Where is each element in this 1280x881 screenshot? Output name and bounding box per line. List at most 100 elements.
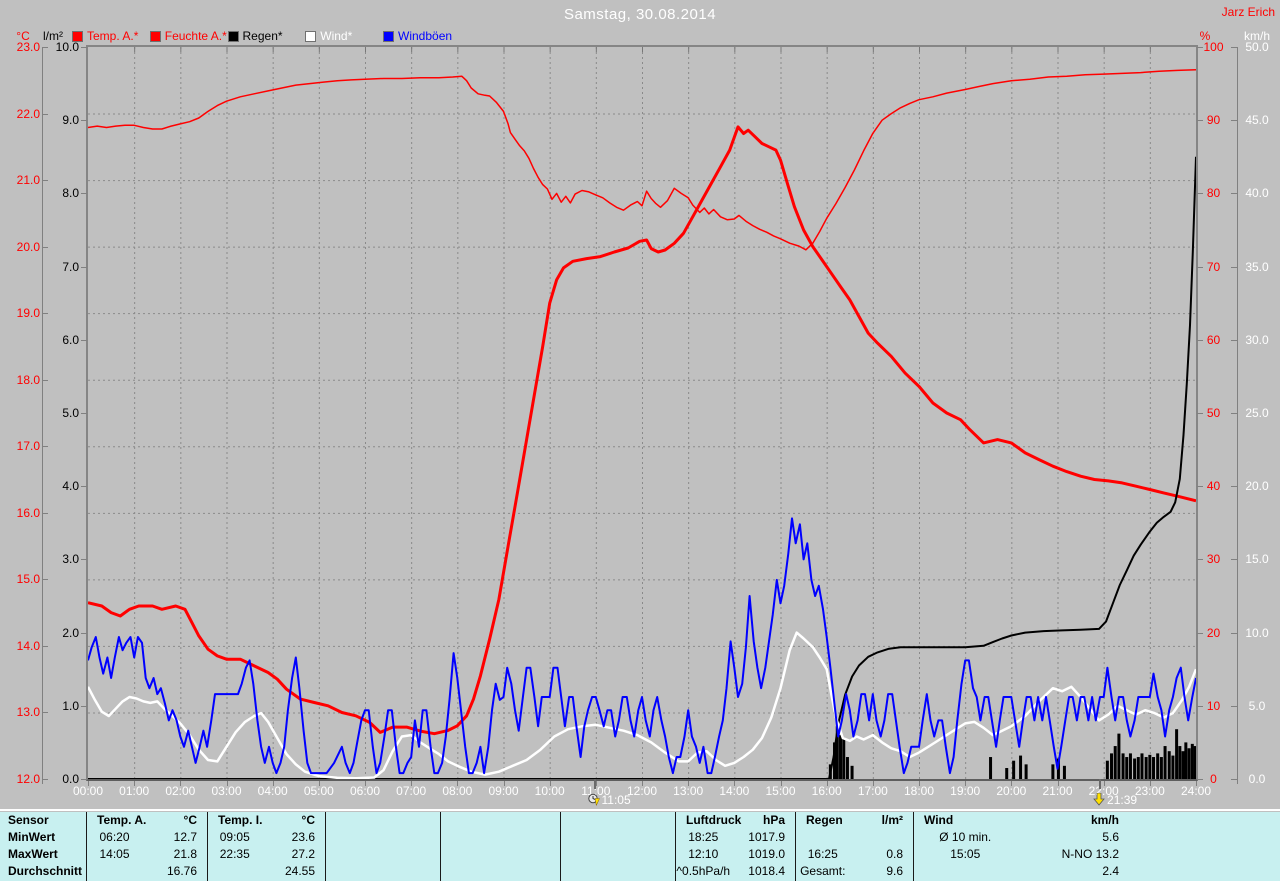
rain-bar <box>1110 753 1114 779</box>
rain-axis-tick-label: 0.0 <box>62 772 79 786</box>
wind-axis-tick <box>1231 120 1237 122</box>
table-cell-value: 24.55 <box>284 864 315 878</box>
x-axis-tick <box>134 781 136 786</box>
page-title: Samstag, 30.08.2014 <box>563 6 717 23</box>
table-column-tempi: Temp. I. °C 09:05 23.6 22:35 27.2 24.55 <box>207 812 325 881</box>
x-axis-tick <box>734 781 736 786</box>
legend-item-3: Regen* <box>227 30 283 42</box>
table-cell-time: 18:25 <box>688 830 719 844</box>
table-column-empty <box>325 812 440 881</box>
wind-axis-tick-label: 5.0 <box>1248 698 1266 713</box>
wind-axis-tick <box>1231 266 1237 268</box>
rain-axis-tick <box>81 486 87 488</box>
sensor-table: Sensor MinWert MaxWert Durchschnitt Temp. A.… <box>0 812 1280 881</box>
rain-axis-tick-label: 3.0 <box>62 552 79 567</box>
temp-axis-tick-label: 12.0 <box>16 772 40 786</box>
table-cell-value: 0.8 <box>886 847 903 861</box>
x-axis-label: 13:00 <box>673 784 704 798</box>
wind-axis-tick <box>1231 779 1237 780</box>
table-col-unit: l/m² <box>881 813 903 827</box>
rain-bar <box>1148 754 1152 779</box>
table-col-unit <box>618 812 675 829</box>
table-col-name <box>561 812 618 829</box>
table-col-unit <box>383 812 440 829</box>
table-cell-time: 06:20 <box>99 830 130 844</box>
table-cell-value <box>496 846 561 863</box>
table-cell-value: 1017.9 <box>748 830 785 844</box>
rain-bar <box>1113 746 1117 779</box>
temp-axis-tick-label: 15.0 <box>16 572 40 587</box>
wind-axis-tick-label: 40.0 <box>1245 186 1269 201</box>
temp-axis-line <box>42 47 43 784</box>
chart-legend: Temp. A.* Feuchte A.* Regen* Wind* Windböen <box>0 30 1280 44</box>
table-cell-value <box>496 863 561 880</box>
rain-bar <box>1012 760 1016 779</box>
event-marker-tick <box>1099 779 1102 789</box>
humidity-axis-tick-label: 70 <box>1206 259 1221 274</box>
humidity-axis-title: % <box>1199 29 1211 43</box>
rain-axis-tick <box>81 779 87 780</box>
x-axis-label: 17:00 <box>857 784 888 798</box>
x-axis-label: 21:00 <box>1042 784 1073 798</box>
rain-bar <box>989 757 993 779</box>
x-axis-tick <box>780 781 782 786</box>
table-row-label: MinWert <box>8 830 56 844</box>
humidity-axis-tick-label: 30 <box>1206 552 1221 567</box>
rain-bar <box>1140 753 1144 779</box>
temp-axis-tick <box>42 446 48 448</box>
rain-bar <box>1175 729 1179 779</box>
rain-bar <box>1024 764 1028 779</box>
rain-bar <box>1105 760 1109 779</box>
x-axis-label: 06:00 <box>349 784 381 798</box>
temp-axis-tick <box>42 645 48 647</box>
legend-label: Wind* <box>320 29 353 43</box>
humidity-axis-tick <box>1197 266 1203 268</box>
table-cell-value <box>378 863 440 880</box>
table-cell-value: N-NO 13.2 <box>1061 847 1119 861</box>
rain-axis-tick-label: 6.0 <box>62 332 79 347</box>
x-axis-label: 15:00 <box>765 784 796 798</box>
table-cell-time <box>441 846 496 863</box>
legend-swatch-icon <box>227 30 239 42</box>
x-axis-tick <box>272 781 274 786</box>
table-cell-value: 21.8 <box>173 847 197 861</box>
rain-axis-tick-label: 8.0 <box>62 186 79 201</box>
rain-axis-tick-label: 5.0 <box>62 406 79 420</box>
humidity-axis-tick <box>1197 705 1203 707</box>
table-column-luftdruck: Luftdruck hPa 18:25 1017.9 12:10 1019.0 ^0.5hP… <box>675 812 795 881</box>
legend-swatch-icon <box>72 30 83 42</box>
x-axis-label: 04:00 <box>257 784 288 798</box>
table-cell-time <box>914 863 1017 880</box>
rain-bar <box>835 726 839 779</box>
table-col-unit: km/h <box>1090 813 1119 827</box>
table-col-name <box>326 812 383 829</box>
x-axis-label: 12:00 <box>626 784 658 798</box>
temp-axis-tick <box>42 512 48 514</box>
table-cell-time: 09:05 <box>219 830 250 844</box>
rain-axis-tick <box>81 120 87 122</box>
legend-label: Feuchte A.* <box>164 29 227 43</box>
table-cell-value: 1019.0 <box>748 847 785 861</box>
series-line-regensumme <box>88 156 1196 779</box>
table-col-name: Regen <box>806 813 843 827</box>
table-col-name <box>441 812 501 829</box>
rain-bar <box>1136 757 1140 779</box>
rain-axis-tick-label: 7.0 <box>62 259 79 274</box>
legend-label: Temp. A.* <box>87 29 139 43</box>
legend-item-2: Feuchte A.* <box>149 29 227 43</box>
x-axis-label: 07:00 <box>396 784 427 798</box>
table-cell-value <box>613 863 675 880</box>
temp-axis-tick <box>42 313 48 315</box>
x-axis-label: 00:00 <box>72 784 104 798</box>
event-marker-tick <box>593 779 596 789</box>
table-cell-time: 15:05 <box>950 847 981 861</box>
table-cell-value: 1018.4 <box>748 864 785 878</box>
table-cell-time <box>87 863 142 880</box>
rain-bar <box>850 765 854 779</box>
rain-bar <box>1125 757 1129 779</box>
x-axis-label: 05:00 <box>303 784 334 798</box>
x-axis-label: 01:00 <box>119 784 150 798</box>
series-line-windben <box>88 517 1196 775</box>
table-cell-value: 27.2 <box>291 847 315 861</box>
